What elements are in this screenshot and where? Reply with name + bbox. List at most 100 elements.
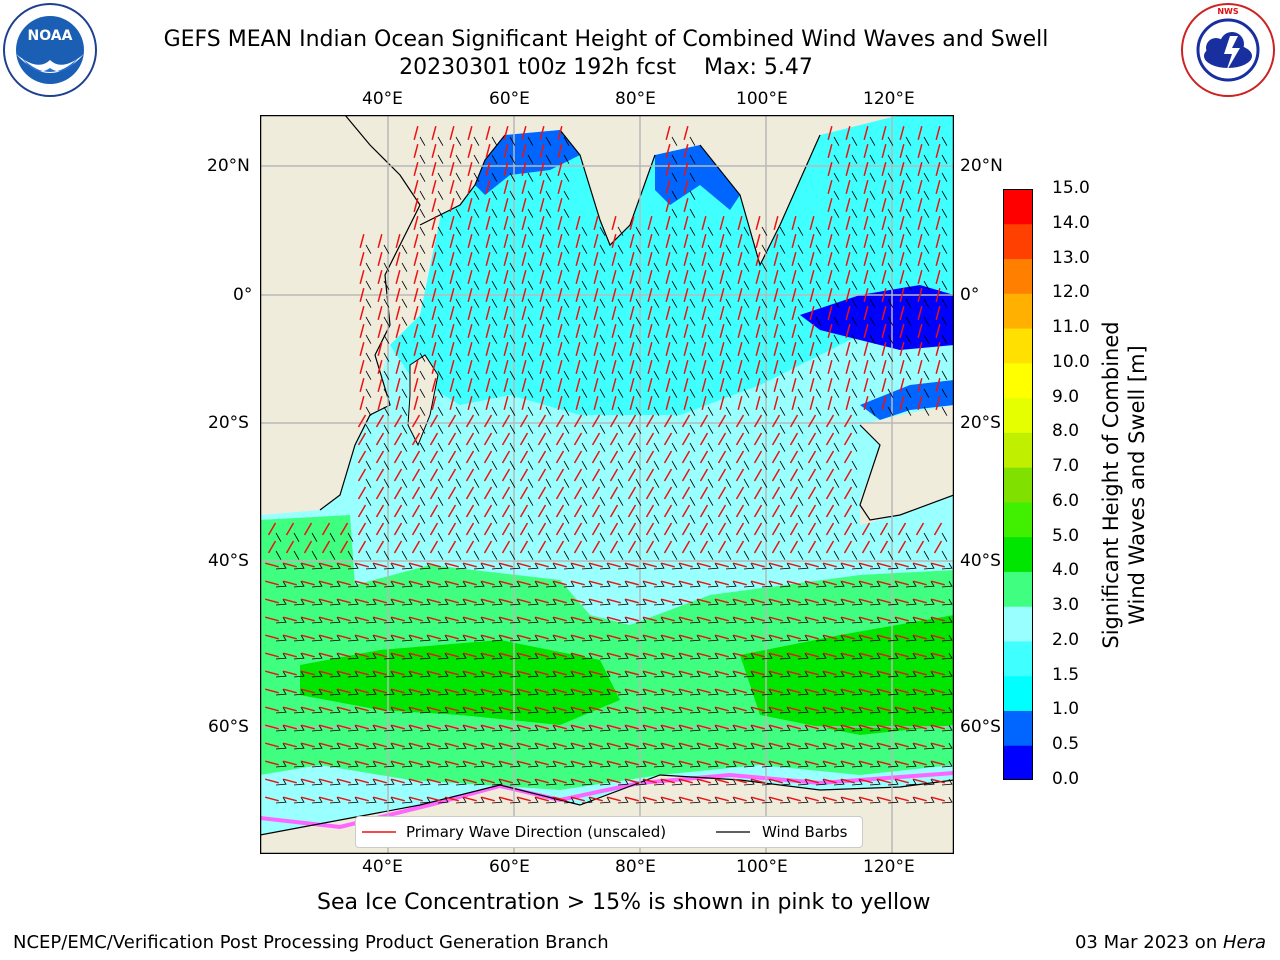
wave-arrow bbox=[645, 504, 655, 518]
wind-barb bbox=[581, 406, 588, 416]
colorbar-title-line1: Significant Height of Combined bbox=[1099, 321, 1123, 649]
wind-barb bbox=[509, 442, 516, 452]
wind-barb bbox=[599, 580, 611, 588]
wind-barb bbox=[401, 514, 408, 524]
wave-arrow bbox=[465, 504, 475, 518]
wave-arrow bbox=[373, 634, 387, 640]
wind-barb bbox=[707, 724, 719, 732]
wind-barb bbox=[689, 136, 696, 146]
wind-barb bbox=[437, 154, 444, 164]
wind-barb bbox=[815, 460, 822, 470]
wind-barb bbox=[653, 778, 665, 786]
wind-barb bbox=[815, 334, 822, 344]
left-tick-60s: 60°S bbox=[208, 717, 249, 737]
wave-arrow bbox=[485, 396, 491, 410]
wind-barb bbox=[653, 478, 660, 488]
wave-arrow bbox=[805, 670, 819, 676]
wave-arrow bbox=[501, 522, 511, 536]
wave-arrow bbox=[733, 670, 747, 676]
wave-arrow bbox=[915, 540, 925, 554]
wind-barb bbox=[509, 562, 521, 570]
wind-barb bbox=[311, 688, 323, 696]
wave-arrow bbox=[881, 162, 887, 176]
wind-barb bbox=[923, 316, 930, 326]
wind-barb bbox=[725, 388, 732, 398]
wind-barb bbox=[725, 580, 737, 588]
wind-barb bbox=[419, 226, 426, 236]
wind-barb bbox=[941, 226, 948, 236]
wave-arrow bbox=[391, 670, 405, 676]
wave-arrow bbox=[501, 504, 511, 518]
wind-barb bbox=[653, 598, 665, 606]
wind-barb bbox=[365, 406, 372, 416]
colorbar-tick-label: 1.5 bbox=[1052, 664, 1080, 685]
wind-barb bbox=[455, 778, 467, 786]
left-tick-20n: 20°N bbox=[207, 156, 250, 176]
wave-arrow bbox=[373, 670, 387, 676]
wind-barb bbox=[761, 370, 768, 380]
wind-barb bbox=[311, 550, 318, 560]
wave-arrow bbox=[463, 616, 477, 622]
wave-arrow bbox=[519, 522, 529, 536]
wind-barb bbox=[635, 778, 647, 786]
wind-barb bbox=[437, 334, 444, 344]
wind-barb bbox=[833, 778, 845, 786]
wave-arrow bbox=[447, 504, 457, 518]
wave-arrow bbox=[481, 616, 495, 622]
wind-barb bbox=[599, 550, 606, 560]
wave-arrow bbox=[863, 270, 869, 284]
wave-arrow bbox=[611, 378, 617, 392]
wave-arrow bbox=[465, 522, 475, 536]
wind-barb bbox=[923, 616, 935, 624]
wind-barb bbox=[779, 742, 791, 750]
wave-arrow bbox=[881, 396, 887, 410]
wave-arrow bbox=[773, 234, 779, 248]
wave-arrow bbox=[753, 450, 763, 464]
wave-arrow bbox=[789, 450, 799, 464]
wind-barb bbox=[365, 514, 372, 524]
wave-arrow bbox=[931, 724, 945, 730]
wave-arrow bbox=[503, 324, 509, 338]
wave-arrow bbox=[485, 252, 491, 266]
wave-arrow bbox=[715, 742, 729, 748]
wind-barb bbox=[671, 688, 683, 696]
wind-barb bbox=[797, 796, 809, 804]
wave-arrow bbox=[359, 270, 365, 284]
wave-arrow bbox=[555, 450, 565, 464]
wind-barb bbox=[545, 136, 552, 146]
wave-arrow bbox=[499, 706, 513, 712]
wind-barb bbox=[851, 442, 858, 452]
wave-arrow bbox=[265, 580, 279, 586]
wind-barb bbox=[383, 598, 395, 606]
wave-arrow bbox=[863, 126, 869, 140]
wind-barb bbox=[743, 406, 750, 416]
wave-arrow bbox=[751, 634, 765, 640]
wave-arrow bbox=[625, 724, 639, 730]
wind-barb bbox=[473, 760, 485, 768]
coastal-blue-bengal bbox=[655, 145, 740, 210]
wave-arrow bbox=[823, 706, 837, 712]
colorbar-segment bbox=[1003, 571, 1033, 607]
wind-barb bbox=[563, 562, 575, 570]
wind-barb bbox=[833, 424, 840, 434]
wave-arrow bbox=[265, 598, 279, 604]
wind-barb bbox=[689, 334, 696, 344]
wind-barb bbox=[617, 580, 629, 588]
wind-barb bbox=[941, 532, 948, 542]
wind-barb bbox=[311, 562, 323, 570]
wind-barb bbox=[797, 478, 804, 488]
wave-arrow bbox=[701, 288, 707, 302]
wind-barb bbox=[833, 550, 840, 560]
wave-arrow bbox=[805, 778, 819, 784]
wind-barb bbox=[311, 706, 323, 714]
wave-arrow bbox=[719, 216, 725, 230]
wind-barb bbox=[581, 634, 593, 642]
wave-arrow bbox=[715, 796, 729, 802]
wind-barb bbox=[473, 424, 480, 434]
wind-barb bbox=[671, 580, 683, 588]
wave-arrow bbox=[917, 342, 923, 356]
wind-barb bbox=[473, 796, 485, 804]
wave-arrow bbox=[809, 252, 815, 266]
wind-barb bbox=[869, 742, 881, 750]
wave-arrow bbox=[355, 760, 369, 766]
